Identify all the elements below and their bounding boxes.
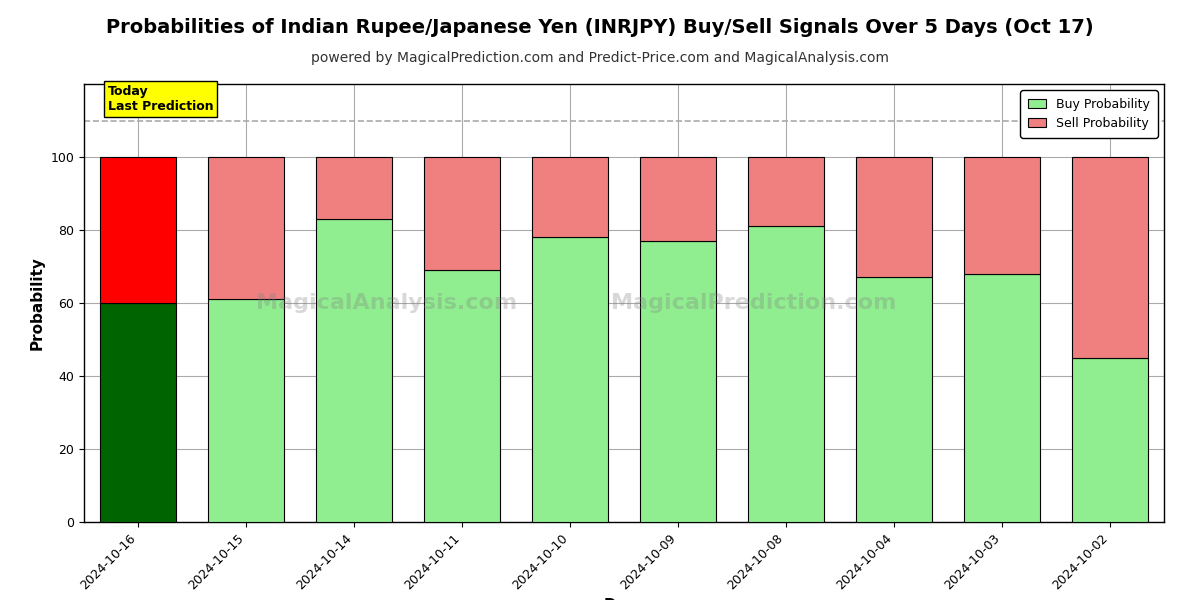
Bar <box>317 157 391 219</box>
Bar <box>209 157 284 299</box>
Bar <box>101 303 176 522</box>
Bar <box>1073 358 1147 522</box>
Bar <box>425 270 500 522</box>
X-axis label: Days: Days <box>604 598 644 600</box>
Y-axis label: Probability: Probability <box>30 256 44 350</box>
Bar <box>533 157 607 237</box>
Text: Probabilities of Indian Rupee/Japanese Yen (INRJPY) Buy/Sell Signals Over 5 Days: Probabilities of Indian Rupee/Japanese Y… <box>106 18 1094 37</box>
Bar <box>857 157 932 277</box>
Text: Today
Last Prediction: Today Last Prediction <box>108 85 214 113</box>
Bar <box>965 157 1039 274</box>
Bar <box>317 219 391 522</box>
Bar <box>209 299 284 522</box>
Bar <box>641 157 716 241</box>
Bar <box>101 157 176 303</box>
Bar <box>1073 157 1147 358</box>
Text: powered by MagicalPrediction.com and Predict-Price.com and MagicalAnalysis.com: powered by MagicalPrediction.com and Pre… <box>311 51 889 65</box>
Bar <box>533 237 607 522</box>
Bar <box>749 157 824 226</box>
Bar <box>641 241 716 522</box>
Text: MagicalPrediction.com: MagicalPrediction.com <box>611 293 896 313</box>
Bar <box>857 277 932 522</box>
Bar <box>749 226 824 522</box>
Bar <box>425 157 500 270</box>
Legend: Buy Probability, Sell Probability: Buy Probability, Sell Probability <box>1020 90 1158 137</box>
Text: MagicalAnalysis.com: MagicalAnalysis.com <box>256 293 517 313</box>
Bar <box>965 274 1039 522</box>
